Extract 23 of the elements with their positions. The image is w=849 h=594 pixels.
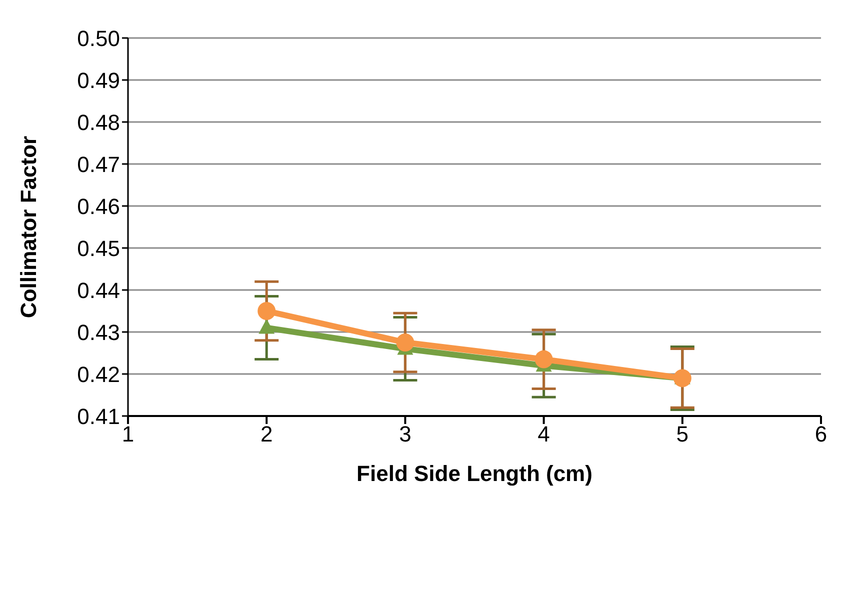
point	[534, 350, 553, 368]
y-tick-label: 0.50	[77, 26, 120, 51]
y-tick-label: 0.45	[77, 236, 120, 261]
x-tick-label: 2	[260, 422, 273, 447]
x-tick-label: 6	[814, 422, 828, 447]
y-tick-label: 0.42	[77, 362, 120, 387]
y-tick-label: 0.47	[77, 152, 120, 177]
point	[673, 369, 692, 388]
y-tick-label: 0.48	[77, 110, 120, 135]
x-tick-label: 3	[399, 422, 412, 447]
x-axis-title: Field Side Length (cm)	[356, 461, 592, 486]
y-tick-label: 0.41	[77, 404, 120, 429]
y-tick-label: 0.43	[77, 320, 120, 345]
x-tick-label: 5	[676, 422, 689, 447]
y-axis-title: Collimator Factor	[16, 136, 41, 318]
y-tick-label: 0.46	[77, 194, 120, 219]
y-tick-label: 0.49	[77, 68, 120, 93]
y-tick-label: 0.44	[77, 278, 120, 303]
x-tick-label: 4	[538, 422, 550, 447]
point	[396, 334, 414, 352]
x-tick-label: 1	[122, 422, 134, 447]
point	[258, 318, 275, 334]
point	[258, 302, 276, 320]
